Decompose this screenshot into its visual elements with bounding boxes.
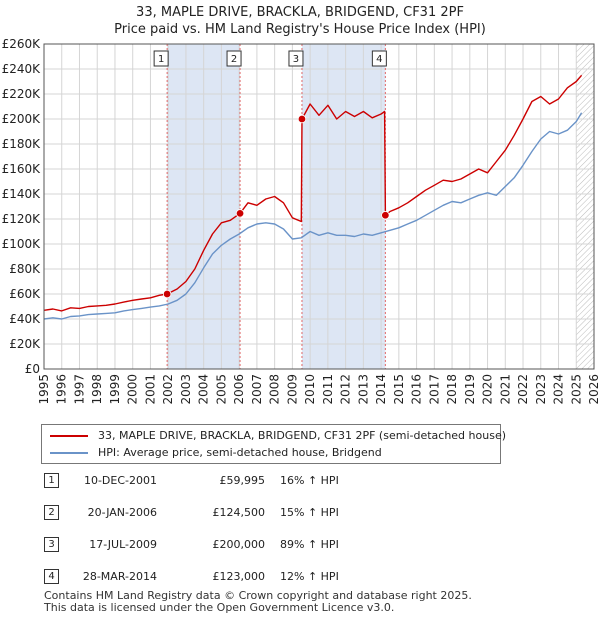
y-tick-label: £160K — [2, 162, 42, 176]
title-line-1: 33, MAPLE DRIVE, BRACKLA, BRIDGEND, CF31… — [136, 5, 464, 20]
sale-number-label: 4 — [376, 54, 382, 65]
sale-price: £124,500 — [212, 506, 266, 519]
legend: 33, MAPLE DRIVE, BRACKLA, BRIDGEND, CF31… — [41, 424, 506, 464]
x-tick-label: 2025 — [569, 374, 583, 405]
sale-date: 28-MAR-2014 — [82, 570, 157, 583]
sale-point — [297, 114, 307, 124]
sale-hpi-diff: 89% ↑ HPI — [280, 538, 339, 551]
y-tick-label: £80K — [9, 262, 41, 276]
y-tick-label: £220K — [2, 87, 42, 101]
sale-number-label: 3 — [293, 54, 299, 65]
sale-number-label: 2 — [231, 54, 237, 65]
sale-row: 1 10-DEC-2001 £59,995 16% ↑ HPI — [0, 470, 600, 492]
sale-hpi-diff: 16% ↑ HPI — [280, 474, 339, 487]
x-tick-label: 2021 — [498, 374, 512, 405]
x-tick-label: 2001 — [143, 374, 157, 405]
sale-row: 4 28-MAR-2014 £123,000 12% ↑ HPI — [0, 566, 600, 588]
title-line-2: Price paid vs. HM Land Registry's House … — [114, 22, 486, 37]
x-tick-label: 2026 — [587, 374, 600, 405]
x-tick-label: 2012 — [339, 374, 353, 405]
sale-row: 2 20-JAN-2006 £124,500 15% ↑ HPI — [0, 502, 600, 524]
footer: Contains HM Land Registry data © Crown c… — [44, 590, 472, 614]
y-tick-label: £120K — [2, 212, 42, 226]
y-tick-label: £100K — [2, 237, 42, 251]
plot-frame — [43, 43, 595, 370]
x-tick-label: 2006 — [232, 374, 246, 405]
chart-svg: 1 2 3 4 £0 £20K £40K £60K £80K £100K £120K £140K £16… — [2, 37, 600, 405]
sale-number-label: 1 — [158, 54, 164, 65]
y-tick-label: £260K — [2, 37, 42, 51]
x-tick-label: 2008 — [268, 374, 282, 405]
x-tick-label: 2004 — [197, 374, 211, 405]
sale-price: £59,995 — [219, 474, 266, 487]
x-tick-label: 2019 — [463, 374, 477, 405]
y-tick-label: £200K — [2, 112, 42, 126]
hpi-line — [43, 112, 583, 320]
y-tick-label: £240K — [2, 62, 42, 76]
x-tick-label: 2011 — [321, 374, 335, 405]
x-tick-label: 2002 — [161, 374, 175, 405]
x-tick-label: 2016 — [410, 374, 424, 405]
y-tick-label: £180K — [2, 137, 42, 151]
x-tick-label: 2003 — [179, 374, 193, 405]
x-tick-label: 2009 — [285, 374, 299, 405]
legend-label-property: 33, MAPLE DRIVE, BRACKLA, BRIDGEND, CF31… — [98, 429, 506, 442]
x-tick-label: 2023 — [534, 374, 548, 405]
property-price-line — [43, 74, 583, 312]
sale-hpi-diff: 12% ↑ HPI — [280, 570, 339, 583]
footer-line-2: This data is licensed under the Open Gov… — [44, 601, 395, 614]
y-tick-label: £40K — [9, 312, 41, 326]
sale-marker-badge: 3 — [44, 537, 59, 552]
sale-number-box — [226, 50, 242, 67]
sale-number-box — [288, 50, 304, 67]
sale-date: 20-JAN-2006 — [87, 506, 157, 519]
x-tick-label: 2018 — [445, 374, 459, 405]
x-tick-label: 2024 — [552, 374, 566, 405]
x-tick-label: 1998 — [90, 374, 104, 405]
sale-marker-badge: 1 — [44, 473, 59, 488]
y-tick-label: £0 — [25, 362, 40, 376]
x-tick-label: 2020 — [481, 374, 495, 405]
sale-row: 3 17-JUL-2009 £200,000 89% ↑ HPI — [0, 534, 600, 556]
x-tick-label: 1995 — [37, 374, 51, 405]
sale-number-box — [371, 50, 387, 67]
sale-date: 17-JUL-2009 — [89, 538, 157, 551]
sale-date: 10-DEC-2001 — [83, 474, 157, 487]
sale-price: £123,000 — [212, 570, 266, 583]
x-tick-label: 2014 — [374, 374, 388, 405]
footer-line-1: Contains HM Land Registry data © Crown c… — [44, 589, 472, 602]
x-tick-label: 2000 — [126, 374, 140, 405]
y-tick-label: £20K — [9, 337, 41, 351]
sale-number-box — [153, 50, 169, 67]
x-tick-label: 1999 — [108, 374, 122, 405]
x-tick-label: 2005 — [214, 374, 228, 405]
x-tick-label: 2007 — [250, 374, 264, 405]
projection-hatch — [576, 44, 594, 369]
legend-swatch-hpi — [50, 452, 88, 454]
sale-hpi-diff: 15% ↑ HPI — [280, 506, 339, 519]
ownership-band — [301, 44, 386, 369]
sale-point — [162, 289, 172, 299]
y-tick-label: £140K — [2, 187, 42, 201]
legend-label-hpi: HPI: Average price, semi-detached house,… — [98, 446, 382, 459]
x-tick-label: 2015 — [392, 374, 406, 405]
sale-point — [381, 211, 390, 220]
x-tick-label: 1996 — [55, 374, 69, 405]
sale-marker-badge: 2 — [44, 505, 59, 520]
y-tick-label: £60K — [9, 287, 41, 301]
legend-swatch-property — [50, 435, 88, 437]
x-tick-label: 2022 — [516, 374, 530, 405]
x-tick-label: 1997 — [72, 374, 86, 405]
x-tick-label: 2017 — [427, 374, 441, 405]
x-tick-label: 2010 — [303, 374, 317, 405]
sale-marker-badge: 4 — [44, 569, 59, 584]
sale-price: £200,000 — [212, 538, 266, 551]
x-tick-label: 2013 — [356, 374, 370, 405]
chart-title: 33, MAPLE DRIVE, BRACKLA, BRIDGEND, CF31… — [0, 4, 600, 38]
sale-point — [235, 209, 245, 218]
